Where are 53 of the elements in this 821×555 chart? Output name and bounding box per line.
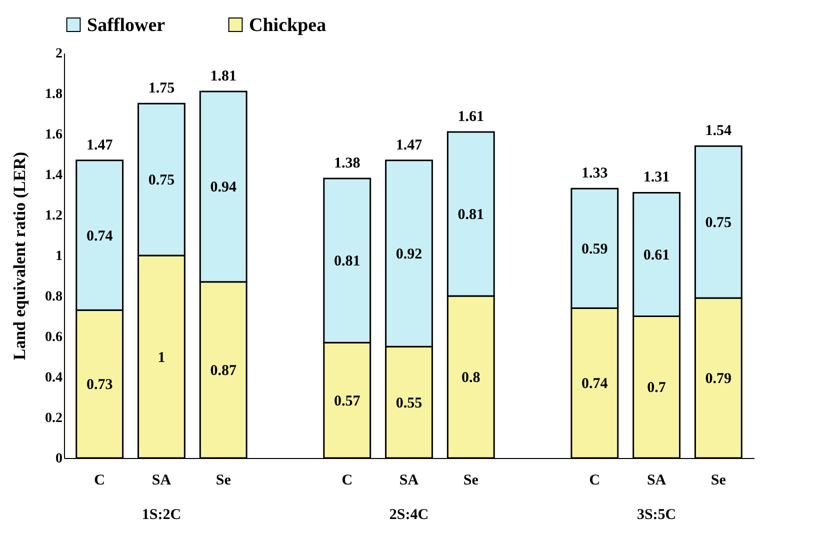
total-label: 1.75 xyxy=(148,80,175,97)
data-label: 0.57 xyxy=(334,393,361,410)
data-label: 0.74 xyxy=(582,376,608,392)
total-label: 1.33 xyxy=(582,166,608,182)
total-label: 1.54 xyxy=(705,123,732,140)
data-label: 0.92 xyxy=(396,246,422,262)
y-tick-label: 1.4 xyxy=(45,168,62,183)
y-tick-label: 1.2 xyxy=(45,208,62,224)
total-label: 1.47 xyxy=(86,137,114,154)
y-tick-label: 1.8 xyxy=(45,87,62,102)
data-label: 0.73 xyxy=(86,377,113,394)
data-label: 0.8 xyxy=(462,370,480,386)
data-label: 0.87 xyxy=(210,362,237,379)
x-tick-label: SA xyxy=(152,472,172,488)
x-tick-label: C xyxy=(342,472,353,488)
data-label: 0.61 xyxy=(643,247,670,264)
total-label: 1.81 xyxy=(210,68,236,84)
total-label: 1.31 xyxy=(643,170,670,186)
data-label: 0.59 xyxy=(582,241,608,258)
data-label: 0.81 xyxy=(334,254,360,270)
total-label: 1.38 xyxy=(334,156,360,172)
y-tick-label: 0.6 xyxy=(45,330,62,345)
x-tick-label: SA xyxy=(399,472,419,488)
total-label: 1.61 xyxy=(458,108,484,125)
x-tick-label: Se xyxy=(216,472,232,488)
data-label: 0.79 xyxy=(705,371,732,388)
y-tick-label: 2 xyxy=(56,46,62,62)
x-tick-label: Se xyxy=(463,472,479,488)
data-label: 0.81 xyxy=(458,206,484,223)
y-tick-label: 1.6 xyxy=(45,128,62,142)
y-tick-label: 0.8 xyxy=(45,290,62,304)
data-label: 0.94 xyxy=(210,180,237,196)
x-tick-label: C xyxy=(94,472,106,488)
text: 1S:2C xyxy=(142,507,182,523)
legend-label: Safflower xyxy=(87,14,166,36)
x-tick-label: SA xyxy=(646,472,666,488)
text: 2S:4C xyxy=(389,507,429,523)
data-label: 0.74 xyxy=(86,228,114,244)
x-tick-label: Se xyxy=(710,472,726,488)
data-label: 0.7 xyxy=(647,380,666,396)
y-axis-title: Land equivalent ratio (LER) xyxy=(10,152,29,360)
y-tick-label: 0.4 xyxy=(45,370,62,386)
text: 3S:5C xyxy=(636,507,676,523)
data-label: 0.75 xyxy=(148,172,175,189)
x-tick-label: C xyxy=(589,472,600,488)
y-tick-label: 1 xyxy=(56,249,62,264)
data-label: 0.55 xyxy=(396,395,422,412)
data-label: 1 xyxy=(158,350,166,366)
total-label: 1.47 xyxy=(396,137,423,154)
data-label: 0.75 xyxy=(705,215,732,232)
y-tick-label: 0 xyxy=(56,452,62,466)
legend-label: Chickpea xyxy=(249,14,327,36)
y-tick-label: 0.2 xyxy=(45,411,62,426)
